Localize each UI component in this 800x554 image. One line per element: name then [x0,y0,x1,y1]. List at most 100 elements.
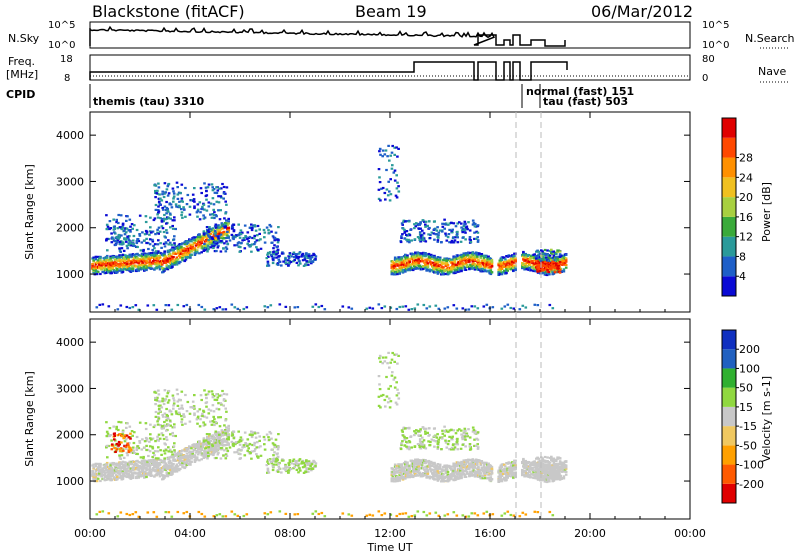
colorbar-swatch [722,216,736,237]
range-time-cell [422,267,425,270]
range-time-cell [209,213,212,216]
range-time-cell [227,429,230,432]
range-time-cell [104,467,108,470]
range-time-cell [109,265,112,268]
range-time-cell [183,243,187,246]
range-time-cell [462,228,465,231]
range-time-cell [383,191,387,195]
range-time-cell [467,221,470,224]
range-time-cell [541,250,544,253]
range-time-cell [225,219,228,222]
colorbar-swatch [722,177,736,198]
range-time-cell [159,468,163,471]
range-time-cell [130,223,134,226]
range-time-cell [131,306,135,309]
range-time-cell [534,270,538,273]
range-time-cell [202,214,205,217]
range-time-cell [183,259,187,263]
range-time-cell [160,220,164,223]
range-time-cell [141,474,145,477]
range-time-cell [148,238,152,241]
range-time-cell [107,478,110,481]
range-time-cell [434,271,437,274]
range-time-cell [432,266,435,269]
range-time-cell [91,263,94,266]
range-time-cell [404,477,407,480]
range-time-cell [167,249,170,252]
range-time-cell [476,264,479,268]
range-time-cell [203,242,206,245]
range-time-cell [456,241,460,244]
range-time-cell [413,468,416,471]
range-time-cell [96,466,100,469]
range-time-cell [157,473,161,476]
range-time-cell [259,247,263,250]
range-time-cell [421,229,424,232]
range-time-cell [135,228,139,232]
nave-tick-bottom: 0 [702,73,708,84]
range-time-cell [184,258,188,261]
range-time-cell [162,466,165,469]
range-time-cell [265,226,269,229]
range-time-cell [171,472,174,476]
range-time-cell [177,451,181,454]
range-time-cell [177,191,181,194]
range-time-cell [121,241,125,244]
range-time-cell [295,261,299,264]
range-time-cell [391,144,394,148]
range-time-cell [123,261,127,264]
range-time-cell [126,467,129,470]
range-time-cell [206,236,209,239]
range-time-cell [437,307,441,310]
range-time-cell [120,267,124,271]
range-time-cell [500,258,504,261]
range-time-cell [396,155,399,158]
range-time-cell [116,238,120,242]
range-time-cell [211,230,215,234]
range-time-cell [225,443,228,446]
range-time-cell [116,475,119,478]
range-time-cell [442,480,445,483]
range-time-cell [420,236,423,239]
range-time-cell [438,257,442,260]
range-time-cell [213,432,217,435]
range-time-cell [228,239,232,242]
range-time-cell [105,256,109,259]
range-time-cell [204,240,208,243]
range-time-cell [305,260,308,263]
range-time-cell [115,221,118,224]
range-time-cell [183,461,187,464]
range-time-cell [91,470,94,473]
range-time-cell [476,224,480,227]
range-time-cell [298,251,302,254]
range-time-cell [450,465,453,468]
range-time-cell [512,257,515,260]
range-time-cell [164,236,167,239]
range-time-cell [171,262,174,265]
colorbar-swatch [722,157,736,178]
range-time-cell [109,464,112,467]
range-time-cell [154,259,157,262]
range-time-cell [445,257,449,260]
range-time-cell [103,472,107,476]
range-time-cell [258,228,261,231]
range-time-cell [206,244,210,247]
range-time-cell [129,470,133,473]
range-time-cell [536,304,540,307]
range-time-cell [431,257,434,261]
range-time-cell [428,226,431,230]
range-time-cell [160,225,164,228]
range-time-cell [131,269,135,272]
range-time-cell [198,201,202,204]
range-time-cell [125,227,129,230]
range-time-cell [425,307,429,310]
range-time-cell [298,260,301,263]
range-time-cell [135,466,138,470]
range-time-cell [308,256,311,259]
range-time-cell [446,236,450,239]
range-time-cell [209,228,212,231]
range-time-cell [509,306,513,310]
range-time-cell [476,239,480,242]
range-time-cell [207,239,210,242]
range-time-cell [406,254,409,257]
